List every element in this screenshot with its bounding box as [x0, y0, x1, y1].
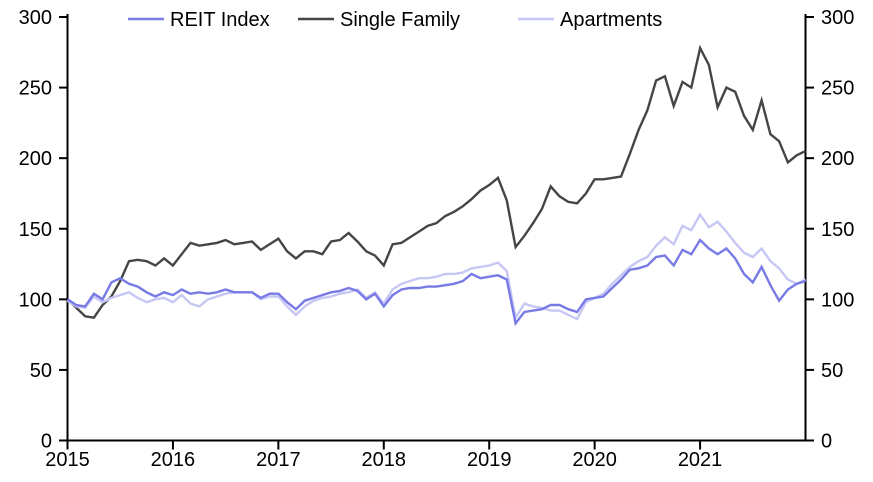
legend-label-single-family: Single Family [340, 9, 460, 31]
x-axis-tick-label: 2021 [678, 449, 723, 471]
x-axis-tick-label: 2017 [256, 449, 301, 471]
legend-label-reit-index: REIT Index [170, 9, 270, 31]
y-axis-tick-label-right: 250 [821, 78, 854, 100]
x-axis-tick-label: 2020 [572, 449, 617, 471]
y-axis-tick-label-right: 300 [821, 7, 854, 29]
y-axis-tick-label-left: 250 [19, 78, 52, 100]
y-axis-tick-label-left: 300 [19, 7, 52, 29]
y-axis-tick-label-right: 0 [821, 431, 832, 453]
y-axis-tick-label-right: 100 [821, 289, 854, 311]
legend-label-apartments: Apartments [560, 9, 662, 31]
x-axis-tick-label: 2019 [467, 449, 512, 471]
y-axis-tick-label-right: 50 [821, 360, 843, 382]
series-line-reit-index [66, 238, 806, 327]
y-axis-tick-label-left: 200 [19, 148, 52, 170]
y-axis-tick-label-left: 150 [19, 219, 52, 241]
series-line-apartments [66, 212, 807, 321]
x-axis-tick-label: 2015 [45, 449, 90, 471]
x-axis-tick-label: 2016 [151, 449, 196, 471]
y-axis-tick-label-left: 100 [19, 289, 52, 311]
y-axis-tick-label-right: 150 [821, 219, 854, 241]
x-axis-tick-label: 2018 [362, 449, 407, 471]
series-line-single-family [66, 44, 807, 320]
y-axis-tick-label-left: 50 [30, 360, 52, 382]
y-axis-tick-label-left: 0 [41, 431, 52, 453]
y-axis-tick-label-right: 200 [821, 148, 854, 170]
